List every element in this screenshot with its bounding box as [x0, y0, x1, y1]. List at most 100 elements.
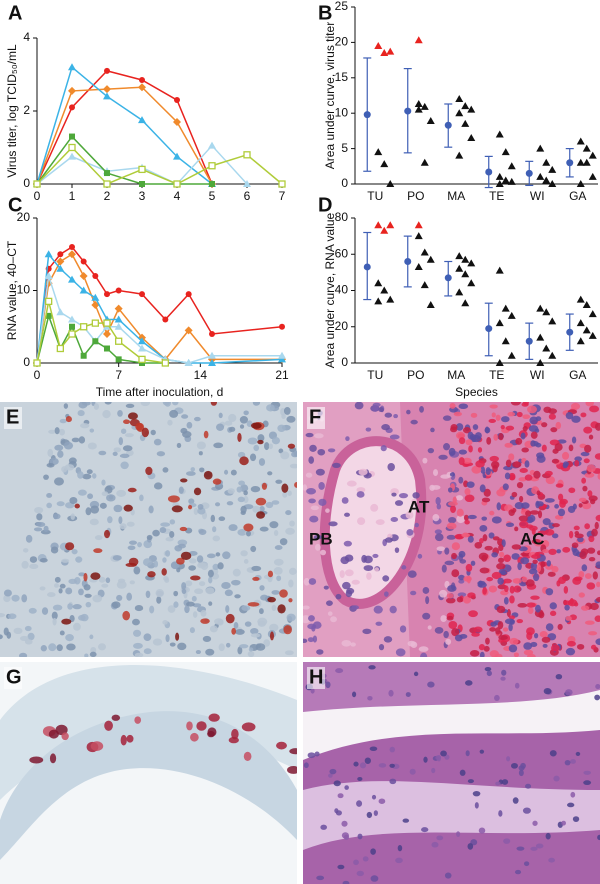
cell [225, 642, 231, 648]
x-tick-label: TE [489, 189, 504, 203]
cell [237, 432, 242, 442]
cell [358, 468, 368, 476]
cell [575, 751, 581, 756]
cell [541, 444, 547, 452]
cell [246, 530, 251, 537]
cell [570, 791, 576, 798]
cell [445, 597, 456, 604]
cell [52, 604, 63, 611]
data-point [461, 299, 470, 307]
cell [427, 681, 435, 688]
cell [234, 594, 241, 599]
data-point [576, 180, 585, 187]
cell [293, 450, 297, 457]
cell [470, 560, 476, 566]
cell [106, 494, 116, 502]
cell [524, 460, 530, 468]
cell [526, 627, 535, 636]
cell [467, 592, 476, 599]
data-point [548, 317, 557, 325]
cell [33, 527, 43, 532]
data-point [501, 148, 510, 156]
cell [548, 548, 557, 555]
cell [572, 503, 577, 510]
cell [463, 514, 469, 521]
cell [92, 473, 97, 479]
data-point [576, 295, 585, 303]
cell [203, 470, 213, 480]
cell [401, 565, 407, 570]
cell [57, 450, 64, 458]
cell [274, 545, 283, 551]
cell [521, 502, 530, 509]
cell [161, 568, 167, 576]
cell [102, 410, 111, 419]
cell [320, 824, 328, 830]
cell [134, 605, 144, 612]
cell [271, 436, 281, 445]
cell [24, 639, 33, 645]
cell [335, 593, 342, 600]
cell [454, 634, 463, 642]
cell [271, 500, 280, 505]
data-point [455, 264, 464, 272]
cell [150, 429, 156, 436]
cell [578, 592, 586, 598]
cell [543, 687, 552, 695]
cell [177, 543, 186, 549]
cell [190, 575, 201, 581]
cell [572, 816, 580, 822]
cell [516, 619, 524, 624]
data-point [139, 181, 145, 187]
cell [529, 525, 538, 531]
data-point [582, 301, 591, 308]
cell [488, 585, 498, 593]
cell [394, 547, 400, 554]
data-point [461, 270, 470, 278]
mean-dot [566, 159, 574, 167]
cell [464, 494, 475, 503]
cell [281, 483, 289, 493]
cell [405, 511, 414, 519]
data-point [380, 286, 389, 294]
cell [503, 838, 511, 844]
cell [409, 768, 416, 775]
data-point [495, 359, 504, 366]
x-axis-label: Species [455, 385, 498, 399]
cell [310, 505, 319, 511]
micrograph [0, 662, 297, 884]
cell [120, 734, 127, 746]
cell [210, 514, 216, 523]
cell [237, 451, 246, 458]
cell [39, 557, 48, 563]
cell [478, 644, 486, 651]
cell [410, 419, 418, 425]
cell [66, 643, 76, 651]
cell [122, 445, 133, 452]
cell [53, 513, 61, 520]
cell [390, 517, 399, 522]
cell [580, 605, 590, 611]
cell [472, 424, 479, 430]
cell [277, 604, 286, 614]
cell [252, 576, 260, 581]
cell [410, 590, 417, 596]
cell [264, 442, 270, 451]
y-axis-label: Area under curve, RNA value [323, 212, 337, 368]
cell [524, 474, 533, 481]
cell [447, 585, 457, 592]
cell [83, 584, 91, 591]
series-line [36, 301, 166, 364]
cell [54, 583, 59, 588]
panel-letter: H [309, 666, 323, 688]
cell [227, 488, 235, 494]
cell [438, 454, 448, 460]
cell [129, 540, 137, 545]
data-point [56, 257, 65, 266]
cell [222, 551, 231, 560]
cell [389, 778, 397, 785]
cell [212, 563, 220, 571]
cell [389, 434, 400, 440]
cell [509, 595, 515, 604]
cell [519, 495, 524, 503]
